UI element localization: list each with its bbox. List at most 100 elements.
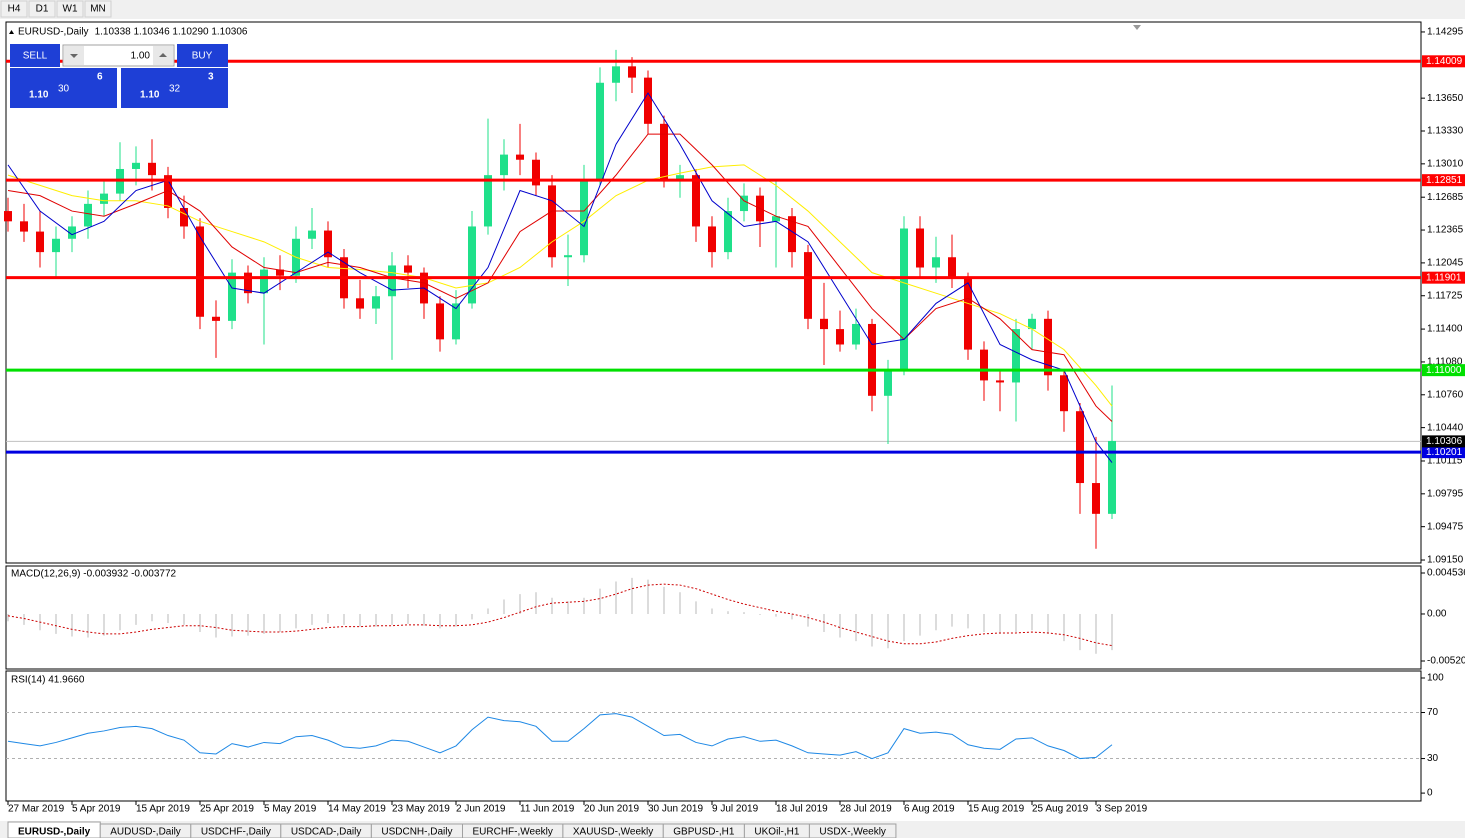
timeframe-label[interactable]: MN — [90, 4, 106, 15]
price-small[interactable]: 3 — [208, 72, 214, 83]
macd-title: MACD(12,26,9) -0.003932 -0.003772 — [11, 569, 177, 580]
timeframe-label[interactable]: D1 — [36, 4, 49, 15]
symbol-tab-label[interactable]: GBPUSD-,H1 — [673, 827, 735, 838]
buy-button[interactable] — [177, 44, 228, 67]
symbol-tab[interactable] — [808, 823, 897, 838]
candle-body — [1028, 318, 1036, 330]
candle-body — [740, 195, 748, 212]
x-tick-label: 27 Mar 2019 — [8, 804, 65, 815]
moving-average — [7, 133, 1113, 422]
candle-body — [180, 207, 188, 227]
main-panel-frame — [5, 21, 1422, 564]
buy-label[interactable]: BUY — [192, 51, 213, 62]
candle-body — [404, 265, 412, 273]
candle-body — [932, 257, 940, 268]
level-label-bg — [1422, 55, 1465, 68]
candle-body — [916, 228, 924, 268]
symbol-tab-label[interactable]: USDCAD-,Daily — [291, 827, 362, 838]
lot-field[interactable] — [62, 44, 175, 67]
symbol-tab-label[interactable]: USDCNH-,Daily — [381, 827, 452, 838]
timeframe-label[interactable]: H4 — [8, 4, 21, 15]
x-tick-label: 23 May 2019 — [392, 804, 450, 815]
sell-label[interactable]: SELL — [23, 51, 48, 62]
chart-title: EURUSD-,Daily — [18, 27, 89, 38]
y-tick-label: 0.004536 — [1427, 568, 1465, 579]
x-tick-label: 28 Jul 2019 — [840, 804, 892, 815]
timeframe-button[interactable] — [0, 0, 28, 18]
price-big[interactable]: 32 — [169, 84, 181, 95]
candle-body — [356, 298, 364, 309]
symbol-tab-label[interactable]: EURUSD-,Daily — [18, 827, 91, 838]
price-prefix[interactable]: 1.10 — [140, 90, 160, 101]
symbol-tab-label[interactable]: XAUUSD-,Weekly — [573, 827, 653, 838]
x-tick-label: 14 May 2019 — [328, 804, 386, 815]
rsi-title: RSI(14) 41.9660 — [11, 675, 85, 686]
y-tick-label: 1.12685 — [1427, 192, 1464, 203]
y-tick-label: 1.14295 — [1427, 27, 1464, 38]
y-tick-label: 1.11080 — [1427, 357, 1463, 368]
y-tick-label: 1.10115 — [1427, 456, 1463, 467]
level-label: 1.10201 — [1426, 447, 1463, 458]
shift-marker — [1133, 25, 1141, 30]
level-label-bg — [1422, 446, 1465, 459]
candle-body — [468, 226, 476, 304]
price-box[interactable] — [121, 68, 228, 108]
level-label: 1.12851 — [1426, 175, 1463, 186]
candle-body — [308, 230, 316, 239]
symbol-tab-label[interactable]: AUDUSD-,Daily — [110, 827, 181, 838]
candle-body — [1076, 411, 1084, 484]
timeframe-label[interactable]: W1 — [63, 4, 78, 15]
candle-body — [1060, 375, 1068, 412]
candle-body — [244, 272, 252, 294]
symbol-tab-label[interactable]: USDX-,Weekly — [819, 827, 886, 838]
timeframe-button[interactable] — [84, 0, 112, 18]
price-small[interactable]: 6 — [97, 72, 103, 83]
level-label: 1.11000 — [1426, 365, 1462, 376]
symbol-tab-label[interactable]: USDCHF-,Daily — [201, 827, 271, 838]
y-tick-label: 1.09150 — [1427, 555, 1464, 566]
candle-body — [708, 226, 716, 253]
candle-body — [68, 226, 76, 239]
candle-body — [900, 228, 908, 371]
symbol-tab-label[interactable]: UKOil-,H1 — [754, 827, 799, 838]
candle-body — [164, 175, 172, 208]
sell-button[interactable] — [10, 44, 60, 67]
y-tick-label: 1.10440 — [1427, 422, 1464, 433]
price-box[interactable] — [10, 68, 117, 108]
candle-body — [228, 272, 236, 321]
price-prefix[interactable]: 1.10 — [29, 90, 49, 101]
y-tick-label: 1.09795 — [1427, 488, 1464, 499]
candle-body — [980, 349, 988, 381]
lot-value[interactable]: 1.00 — [131, 51, 151, 62]
candle-body — [964, 277, 972, 350]
candle-body — [564, 255, 572, 258]
x-tick-label: 5 Apr 2019 — [72, 804, 121, 815]
y-tick-label: 1.11725 — [1427, 290, 1463, 301]
symbol-tab-label[interactable]: EURCHF-,Weekly — [473, 827, 553, 838]
candle-body — [100, 193, 108, 204]
candle-body — [132, 162, 140, 169]
candle-body — [452, 303, 460, 340]
last-price-label: 1.10306 — [1426, 436, 1463, 447]
candle-body — [52, 238, 60, 253]
x-tick-label: 25 Apr 2019 — [200, 804, 254, 815]
y-tick-label: 1.09475 — [1427, 521, 1464, 532]
timeframe-button[interactable] — [28, 0, 56, 18]
x-tick-label: 5 May 2019 — [264, 804, 317, 815]
candle-body — [788, 216, 796, 253]
level-label: 1.11901 — [1426, 272, 1462, 283]
level-label-bg — [1422, 174, 1465, 187]
y-tick-label: 70 — [1427, 707, 1439, 718]
candle-body — [388, 265, 396, 297]
level-label: 1.14009 — [1426, 56, 1463, 67]
title-arrow — [9, 30, 14, 34]
candle-body — [1092, 483, 1100, 514]
candle-body — [612, 66, 620, 83]
timeframe-button[interactable] — [56, 0, 84, 18]
candle-body — [484, 175, 492, 227]
lot-down-arrow — [70, 54, 78, 58]
price-big[interactable]: 30 — [58, 84, 70, 95]
